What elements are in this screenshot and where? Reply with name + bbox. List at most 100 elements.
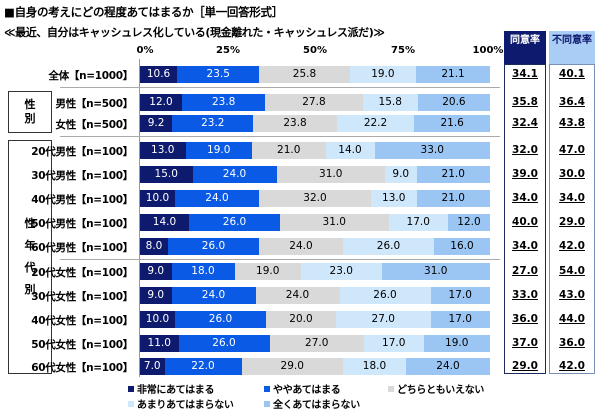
row-label: 全体【n=1000】 <box>48 70 134 82</box>
bar-segment: 17.0 <box>388 214 448 231</box>
stacked-bar: 8.0 26.0 24.0 26.0 16.0 <box>140 238 490 255</box>
agree-rate-value: 39.0 <box>512 168 538 180</box>
agree-rate-value: 36.0 <box>512 313 538 325</box>
bar-segment: 22.0 <box>164 358 242 375</box>
stacked-bar: 9.0 24.0 24.0 26.0 17.0 <box>140 287 490 304</box>
agree-rate-column <box>504 64 546 374</box>
row-label: 40代男性【n=100】 <box>31 194 133 206</box>
bar-segment: 10.6 <box>140 66 178 83</box>
bar-segment: 24.0 <box>192 166 277 183</box>
x-tick: 50% <box>303 45 327 56</box>
stacked-bar: 10.0 26.0 20.0 27.0 17.0 <box>140 311 490 328</box>
bar-segment: 31.0 <box>280 214 389 231</box>
bar-segment: 23.8 <box>182 94 266 111</box>
zero-axis-line <box>139 59 140 377</box>
disagree-rate-value: 34.0 <box>559 192 585 204</box>
legend-item: 全くあてはまらない <box>264 396 360 411</box>
bar-segment: 21.1 <box>416 66 490 83</box>
agree-rate-header: 同意率 <box>504 31 546 64</box>
chart-row: 30代女性【n=100】 9.0 24.0 24.0 26.0 17.0 33.0 43.0 <box>0 286 600 306</box>
x-tick: 0% <box>136 45 154 56</box>
bar-segment: 23.8 <box>253 115 337 132</box>
bar-segment: 10.0 <box>140 311 175 328</box>
row-label: 20代男性【n=100】 <box>31 146 133 158</box>
bar-segment: 14.0 <box>140 214 189 231</box>
bar-segment: 21.0 <box>416 166 490 183</box>
bar-segment: 26.0 <box>343 238 434 255</box>
bar-segment: 26.0 <box>175 311 266 328</box>
bar-segment: 26.0 <box>168 238 259 255</box>
bar-segment: 8.0 <box>140 238 168 255</box>
row-label: 男性【n=500】 <box>55 98 134 110</box>
chart-row: 20代女性【n=100】 9.0 18.0 19.0 23.0 31.0 27.0 54.0 <box>0 262 600 282</box>
bar-segment: 12.0 <box>140 94 182 111</box>
bar-segment: 33.0 <box>374 142 490 159</box>
bar-segment: 27.8 <box>265 94 363 111</box>
stacked-bar: 9.0 18.0 19.0 23.0 31.0 <box>140 263 490 280</box>
bar-segment: 22.2 <box>336 115 415 132</box>
bar-segment: 32.0 <box>259 190 371 207</box>
disagree-rate-value: 29.0 <box>559 216 585 228</box>
chart-row: 男性【n=500】 12.0 23.8 27.8 15.8 20.6 35.8 36.4 <box>0 93 600 113</box>
chart-row: 50代女性【n=100】 11.0 26.0 27.0 17.0 19.0 37.0 36.0 <box>0 334 600 354</box>
bar-segment: 19.0 <box>185 142 252 159</box>
bar-segment: 23.5 <box>177 66 260 83</box>
stacked-bar: 10.6 23.5 25.8 19.0 21.1 <box>140 66 490 83</box>
bar-segment: 19.0 <box>349 66 417 83</box>
disagree-rate-value: 30.0 <box>559 168 585 180</box>
agree-rate-value: 35.8 <box>512 96 538 108</box>
bar-segment: 15.0 <box>140 166 193 183</box>
x-tick: 25% <box>216 45 240 56</box>
bar-segment: 13.0 <box>371 190 417 207</box>
chart-row: 40代女性【n=100】 10.0 26.0 20.0 27.0 17.0 36.0 44.0 <box>0 310 600 330</box>
bar-segment: 12.0 <box>448 214 490 231</box>
stacked-bar: 11.0 26.0 27.0 17.0 19.0 <box>140 335 490 352</box>
chart-row: 全体【n=1000】 10.6 23.5 25.8 19.0 21.1 34.1 40.1 <box>0 65 600 85</box>
bar-segment: 13.0 <box>140 142 186 159</box>
row-label: 60代女性【n=100】 <box>31 362 133 374</box>
disagree-rate-value: 36.0 <box>559 337 585 349</box>
bar-segment: 14.0 <box>325 142 375 159</box>
disagree-rate-value: 43.0 <box>559 289 585 301</box>
bar-segment: 24.0 <box>259 238 343 255</box>
bar-segment: 17.0 <box>430 311 490 328</box>
stacked-bar: 14.0 26.0 31.0 17.0 12.0 <box>140 214 490 231</box>
bar-segment: 11.0 <box>140 335 179 352</box>
group-label: 性別 <box>24 98 36 125</box>
bar-segment: 31.0 <box>276 166 385 183</box>
agree-rate-value: 34.0 <box>512 192 538 204</box>
disagree-rate-value: 42.0 <box>559 360 585 372</box>
chart-row: 50代男性【n=100】 14.0 26.0 31.0 17.0 12.0 40.0 29.0 <box>0 213 600 233</box>
disagree-rate-value: 47.0 <box>559 144 585 156</box>
bar-segment: 21.6 <box>414 115 490 132</box>
group-gender: 性別 <box>8 91 52 133</box>
row-label: 30代女性【n=100】 <box>31 291 133 303</box>
agree-rate-value: 34.0 <box>512 240 538 252</box>
disagree-rate-value: 43.8 <box>559 117 585 129</box>
bar-segment: 21.0 <box>416 190 490 207</box>
stacked-bar: 7.0 22.0 29.0 18.0 24.0 <box>140 358 490 375</box>
bar-segment: 18.0 <box>343 358 406 375</box>
bar-segment: 26.0 <box>178 335 270 352</box>
agree-rate-value: 29.0 <box>512 360 538 372</box>
row-label: 50代女性【n=100】 <box>31 339 133 351</box>
legend-swatch <box>128 385 134 392</box>
bar-segment: 9.0 <box>140 287 172 304</box>
agree-rate-value: 33.0 <box>512 289 538 301</box>
bar-segment: 21.0 <box>252 142 326 159</box>
bar-segment: 18.0 <box>171 263 235 280</box>
bar-segment: 19.0 <box>234 263 301 280</box>
bar-segment: 24.0 <box>171 287 256 304</box>
bar-segment: 25.8 <box>259 66 350 83</box>
disagree-rate-value: 36.4 <box>559 96 585 108</box>
bar-segment: 9.0 <box>385 166 417 183</box>
agree-rate-value: 32.0 <box>512 144 538 156</box>
chart-subtitle: ≪最近、自分はキャッシュレス化している(現金離れた・キャッシュレス派だ)≫ <box>4 26 385 39</box>
bar-segment: 20.0 <box>266 311 336 328</box>
chart-row: 60代女性【n=100】 7.0 22.0 29.0 18.0 24.0 29.0 42.0 <box>0 357 600 377</box>
chart-row: 20代男性【n=100】 13.0 19.0 21.0 14.0 33.0 32.0 47.0 <box>0 141 600 161</box>
row-label: 30代男性【n=100】 <box>31 170 133 182</box>
bar-segment: 10.0 <box>140 190 175 207</box>
group-label: 性年代別 <box>24 217 36 296</box>
stacked-bar: 15.0 24.0 31.0 9.0 21.0 <box>140 166 490 183</box>
